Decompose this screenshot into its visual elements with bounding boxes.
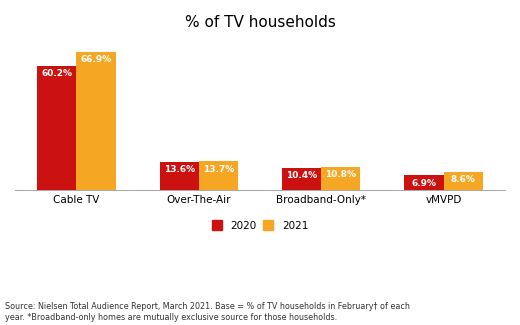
Text: Source: Nielsen Total Audience Report, March 2021. Base = % of TV households in : Source: Nielsen Total Audience Report, M… <box>5 302 410 322</box>
Bar <box>444 172 483 189</box>
Title: % of TV households: % of TV households <box>185 15 335 30</box>
Text: 13.6%: 13.6% <box>164 165 195 174</box>
Text: 8.6%: 8.6% <box>451 175 476 184</box>
Bar <box>160 162 199 189</box>
Bar <box>76 52 115 189</box>
Legend: 2020, 2021: 2020, 2021 <box>209 217 311 234</box>
Text: 13.7%: 13.7% <box>203 164 234 174</box>
Text: 10.8%: 10.8% <box>326 171 356 179</box>
Bar <box>37 66 76 189</box>
Bar <box>199 162 238 189</box>
Text: 60.2%: 60.2% <box>42 69 72 78</box>
Text: 10.4%: 10.4% <box>286 171 317 180</box>
Text: 66.9%: 66.9% <box>81 55 112 64</box>
Bar <box>405 176 444 189</box>
Bar <box>282 168 321 189</box>
Bar <box>321 167 360 189</box>
Text: 6.9%: 6.9% <box>411 178 436 188</box>
